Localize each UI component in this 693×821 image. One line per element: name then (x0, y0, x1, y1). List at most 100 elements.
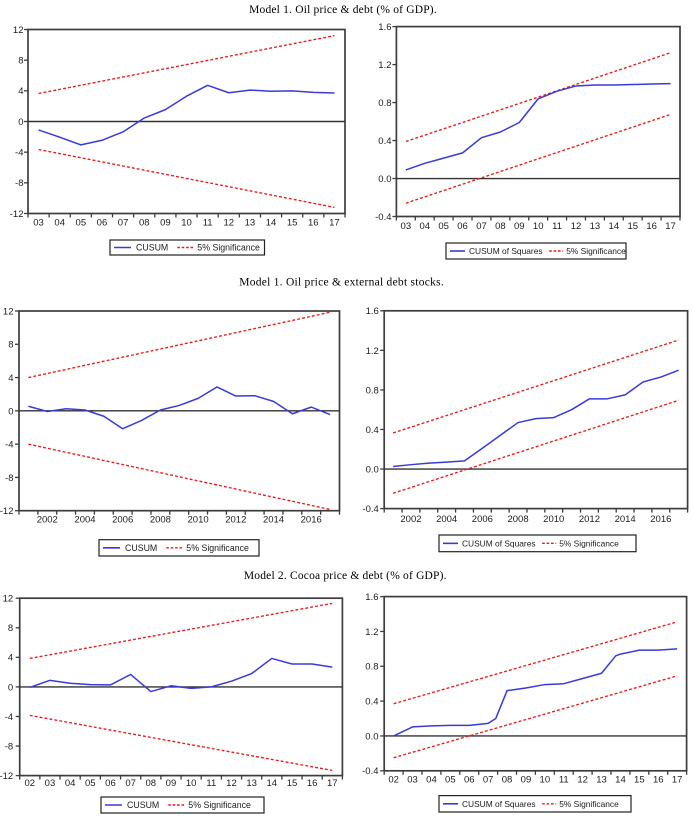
svg-text:2010: 2010 (543, 514, 564, 525)
svg-text:04: 04 (65, 778, 76, 789)
svg-text:15: 15 (287, 778, 298, 789)
svg-text:2010: 2010 (188, 514, 209, 525)
svg-text:07: 07 (118, 218, 129, 229)
svg-text:07: 07 (483, 774, 494, 785)
svg-text:13: 13 (245, 218, 256, 229)
svg-text:12: 12 (3, 594, 14, 605)
svg-text:0.8: 0.8 (365, 662, 378, 673)
svg-text:5% Significance: 5% Significance (559, 538, 619, 548)
svg-text:0.4: 0.4 (366, 425, 379, 436)
svg-text:14: 14 (609, 221, 620, 232)
svg-text:03: 03 (401, 221, 412, 232)
svg-text:06: 06 (457, 221, 468, 232)
svg-text:10: 10 (533, 221, 544, 232)
svg-text:14: 14 (267, 778, 278, 789)
svg-text:CUSUM: CUSUM (127, 800, 159, 810)
svg-text:0.4: 0.4 (378, 136, 391, 147)
svg-text:0: 0 (8, 682, 13, 693)
svg-text:CUSUM of Squares: CUSUM of Squares (462, 538, 536, 548)
svg-text:07: 07 (476, 221, 487, 232)
svg-text:8: 8 (18, 56, 23, 67)
svg-text:02: 02 (388, 774, 399, 785)
svg-text:04: 04 (419, 221, 430, 232)
svg-text:11: 11 (206, 778, 216, 789)
svg-text:2016: 2016 (650, 514, 671, 525)
svg-text:1.6: 1.6 (365, 592, 378, 603)
svg-text:2012: 2012 (225, 514, 246, 525)
svg-text:CUSUM: CUSUM (125, 543, 157, 553)
svg-text:11: 11 (552, 221, 562, 232)
svg-text:05: 05 (76, 218, 87, 229)
svg-text:-8: -8 (5, 473, 13, 484)
svg-text:0.0: 0.0 (378, 174, 391, 185)
svg-text:17: 17 (672, 774, 683, 785)
svg-text:4: 4 (18, 86, 23, 97)
svg-text:03: 03 (407, 774, 418, 785)
svg-text:2014: 2014 (615, 514, 636, 525)
svg-text:15: 15 (627, 221, 638, 232)
svg-text:14: 14 (266, 218, 277, 229)
svg-text:5% Significance: 5% Significance (559, 799, 619, 809)
svg-text:07: 07 (125, 778, 136, 789)
svg-text:09: 09 (514, 221, 525, 232)
svg-text:5% Significance: 5% Significance (197, 243, 260, 253)
svg-text:-4: -4 (15, 148, 23, 159)
svg-text:15: 15 (287, 218, 298, 229)
svg-text:-0.4: -0.4 (362, 504, 378, 515)
svg-text:CUSUM of Squares: CUSUM of Squares (462, 799, 536, 809)
svg-text:10: 10 (540, 774, 551, 785)
svg-text:13: 13 (596, 774, 607, 785)
svg-text:5% Significance: 5% Significance (186, 543, 249, 553)
svg-text:2008: 2008 (507, 514, 528, 525)
svg-text:08: 08 (139, 218, 150, 229)
svg-text:12: 12 (571, 221, 582, 232)
svg-text:0: 0 (8, 406, 13, 417)
svg-text:-0.4: -0.4 (375, 212, 391, 223)
svg-text:2014: 2014 (263, 514, 284, 525)
svg-text:09: 09 (166, 778, 177, 789)
svg-text:16: 16 (308, 218, 319, 229)
svg-text:8: 8 (8, 623, 13, 634)
svg-text:8: 8 (8, 340, 13, 351)
svg-text:12: 12 (226, 778, 237, 789)
svg-text:16: 16 (307, 778, 318, 789)
svg-text:-12: -12 (0, 771, 13, 782)
svg-text:1.6: 1.6 (378, 22, 391, 33)
svg-text:-0.4: -0.4 (362, 766, 378, 777)
svg-text:03: 03 (45, 778, 56, 789)
svg-text:CUSUM of Squares: CUSUM of Squares (469, 246, 543, 256)
svg-text:05: 05 (85, 778, 96, 789)
svg-text:-12: -12 (0, 506, 14, 517)
svg-text:17: 17 (327, 778, 338, 789)
svg-text:1.2: 1.2 (378, 60, 391, 71)
svg-text:12: 12 (13, 25, 24, 36)
svg-text:0.4: 0.4 (365, 697, 378, 708)
svg-text:2004: 2004 (74, 514, 95, 525)
svg-text:-8: -8 (15, 178, 23, 189)
svg-text:16: 16 (646, 221, 657, 232)
svg-text:17: 17 (329, 218, 340, 229)
svg-text:0.0: 0.0 (366, 464, 379, 475)
svg-text:-12: -12 (10, 209, 24, 220)
svg-text:2006: 2006 (472, 514, 493, 525)
svg-text:0.8: 0.8 (378, 98, 391, 109)
svg-text:05: 05 (445, 774, 456, 785)
svg-text:2002: 2002 (37, 514, 58, 525)
svg-text:04: 04 (426, 774, 437, 785)
svg-text:12: 12 (577, 774, 588, 785)
svg-text:17: 17 (665, 221, 676, 232)
svg-text:1.2: 1.2 (366, 346, 379, 357)
svg-text:1.2: 1.2 (365, 627, 378, 638)
svg-text:06: 06 (464, 774, 475, 785)
svg-text:2006: 2006 (112, 514, 133, 525)
svg-text:08: 08 (502, 774, 513, 785)
svg-text:2008: 2008 (150, 514, 171, 525)
svg-text:2004: 2004 (436, 514, 457, 525)
svg-text:1.6: 1.6 (366, 306, 379, 317)
svg-text:10: 10 (186, 778, 197, 789)
svg-text:14: 14 (615, 774, 626, 785)
svg-text:15: 15 (634, 774, 645, 785)
svg-text:2002: 2002 (400, 514, 421, 525)
svg-text:12: 12 (3, 306, 14, 317)
svg-text:5% Significance: 5% Significance (566, 246, 626, 256)
